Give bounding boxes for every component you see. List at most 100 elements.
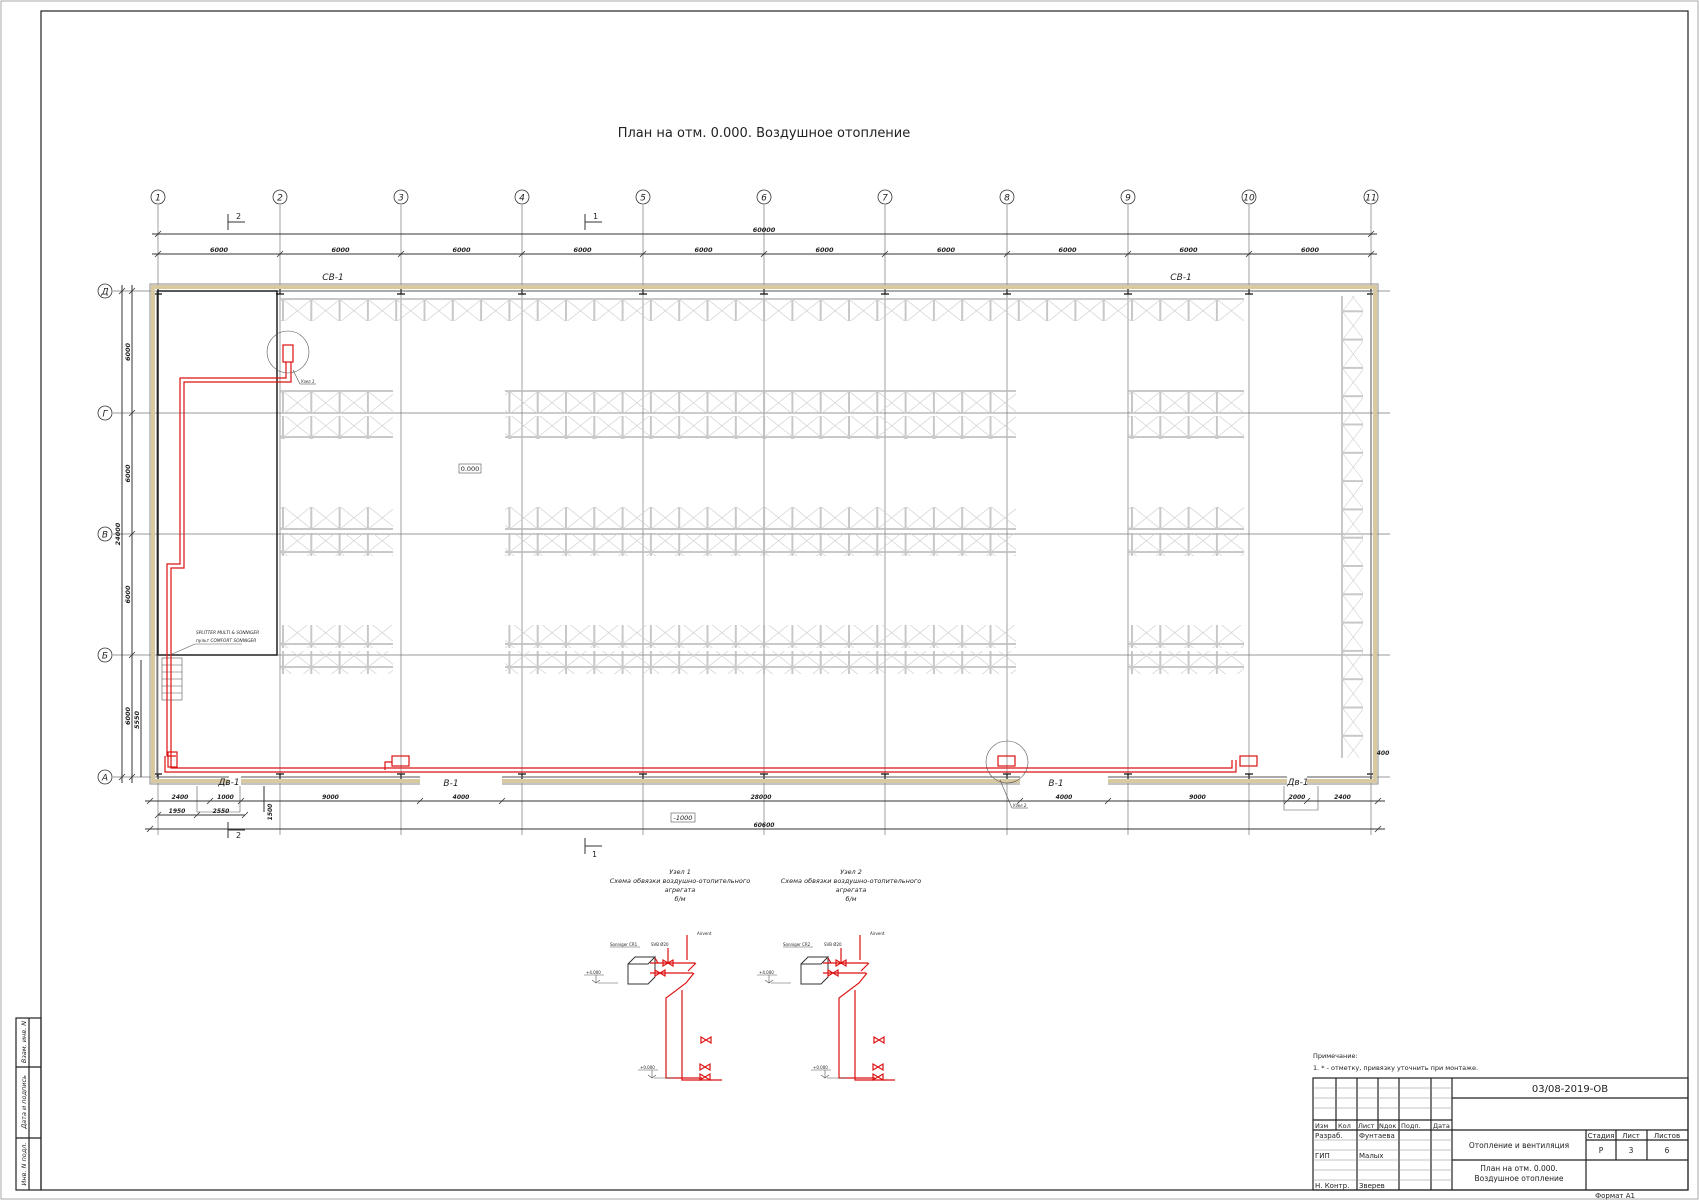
dimension-tick <box>1104 797 1112 805</box>
axis-label-column: 10 <box>1243 194 1255 204</box>
sheet-label: Лист <box>1622 1132 1640 1140</box>
axis-label-column: 2 <box>277 194 283 204</box>
axis-label-column: 1 <box>155 194 161 204</box>
dimension-tick <box>1124 250 1132 258</box>
air-heater-unit <box>167 751 178 768</box>
axis-bubble-row <box>97 405 113 421</box>
notes-heading: Примечание: <box>1313 1052 1358 1060</box>
rack-row <box>280 533 393 556</box>
dimension-tick <box>1245 250 1253 258</box>
valve-icon <box>654 968 666 978</box>
level-mark-icon <box>638 1069 674 1079</box>
dimension-value: 6000 <box>331 246 350 254</box>
dimension-value: 400 <box>1377 750 1390 757</box>
node2-tag: Узел 2 <box>1013 803 1027 808</box>
scheme-subtitle: б/м <box>674 895 685 903</box>
dimension-tick <box>639 250 647 258</box>
dimension-value: 1000 <box>217 794 234 801</box>
sheet-title-line2: Воздушное отопление <box>1475 1174 1564 1183</box>
valve-icon <box>872 1072 884 1082</box>
stage-label: Стадия <box>1588 1132 1615 1140</box>
dimension-tick <box>416 797 424 805</box>
drawing-title: План на отм. 0.000. Воздушное отопление <box>618 126 911 141</box>
valve-icon <box>700 1035 712 1045</box>
dimension-tick <box>237 797 245 805</box>
node1-tag: Узел 1 <box>301 379 314 384</box>
valve-icon <box>835 958 847 968</box>
note-1: 1. * - отметку, привязку уточнить при мо… <box>1313 1064 1478 1072</box>
stamp-header: Лист <box>1358 1122 1375 1130</box>
axis-label-column: 11 <box>1365 194 1376 204</box>
axis-label-row: А <box>101 774 108 784</box>
dimension-tick <box>1016 797 1024 805</box>
building-walls <box>149 283 1379 813</box>
axis-label-column: 4 <box>519 194 525 204</box>
dimension-tick <box>193 811 201 819</box>
rack-row <box>1128 533 1244 556</box>
dimension-tick <box>118 773 126 781</box>
axis-label-row: Б <box>102 652 108 662</box>
role-label: Н. Контр. <box>1315 1182 1349 1190</box>
dimension-tick <box>397 250 405 258</box>
dimension-value: 6000 <box>937 246 956 254</box>
unit-label: Sonniger CR2 <box>783 942 811 947</box>
stair <box>161 657 183 701</box>
dimension-tick <box>154 811 162 819</box>
level-top: +4.000 <box>759 970 774 975</box>
dimension-value: 4000 <box>1056 794 1073 801</box>
dimension-value: 6000 <box>1179 246 1198 254</box>
rack-row <box>280 625 393 648</box>
dimension-value: 4000 <box>453 794 470 801</box>
air-heater-unit <box>282 344 294 363</box>
axis-label-column: 5 <box>640 194 646 204</box>
axis-bubble-column <box>150 189 166 205</box>
scheme-subtitle: Схема обвязки воздушно-отопительного <box>610 877 750 885</box>
role-label: ГИП <box>1315 1152 1330 1160</box>
dimension-tick <box>1003 250 1011 258</box>
dimension-tick <box>128 651 136 659</box>
axis-label-column: 6 <box>761 194 767 204</box>
axis-bubble-column <box>514 189 530 205</box>
dimension-tick <box>128 287 136 295</box>
side-field: Инв. N подл. <box>20 1143 28 1186</box>
scheme-pipes <box>650 935 722 1081</box>
rack-row <box>280 298 1244 321</box>
rack-row <box>1128 507 1244 530</box>
level-bottom: +0.000 <box>813 1065 828 1070</box>
dimension-tick <box>1283 797 1291 805</box>
dimension-tick <box>760 250 768 258</box>
rack-column <box>1341 296 1363 758</box>
axis-label-column: 8 <box>1004 194 1010 204</box>
axis-bubble-column <box>1241 189 1257 205</box>
dimension-value: 1950 <box>169 808 186 815</box>
dimension-tick <box>1374 797 1382 805</box>
dimension-value: 2400 <box>172 794 189 801</box>
air-heater-box <box>627 955 656 985</box>
door-label: Дв-1 <box>217 778 239 788</box>
axis-bubble-column <box>393 189 409 205</box>
sheets-label: Листов <box>1654 1132 1680 1140</box>
section-name: Отопление и вентиляция <box>1469 1141 1569 1150</box>
axis-label-row: В <box>102 531 108 541</box>
valve-icon <box>873 1035 885 1045</box>
sheet-title-line1: План на отм. 0.000. <box>1480 1164 1557 1173</box>
rack-row <box>1128 390 1244 413</box>
splitter-label: SPLITTER MULTI & SONNIGER <box>196 630 259 636</box>
heating-pipes: Узел 1 Узел 2 SPLITTER MULTI & SONNIGER … <box>164 330 1258 809</box>
person-name: Зверев <box>1359 1182 1385 1190</box>
gate-label: В-1 <box>1048 779 1063 789</box>
scheme-subtitle: Схема обвязки воздушно-отопительного <box>781 877 921 885</box>
axis-bubble-column <box>1120 189 1136 205</box>
vent-label: Airvent <box>870 931 885 936</box>
paper-format: Формат А1 <box>1595 1192 1635 1200</box>
dimension-value: 24000 <box>114 522 122 545</box>
sheet-value: 3 <box>1629 1146 1634 1155</box>
stage-value: Р <box>1599 1146 1604 1155</box>
dimension-value: 6000 <box>1301 246 1320 254</box>
fan-label: СВ-1 <box>322 273 343 283</box>
valve-icon <box>699 1072 711 1082</box>
rack-layout <box>280 296 1363 758</box>
drawing-frame <box>40 10 1689 1191</box>
node-1-callout <box>266 330 310 374</box>
